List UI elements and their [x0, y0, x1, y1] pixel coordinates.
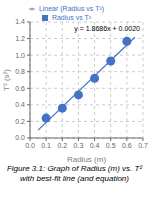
svg-text:0.3: 0.3 — [74, 142, 84, 149]
svg-text:y = 1.8686x + 0.0020: y = 1.8686x + 0.0020 — [74, 25, 140, 33]
svg-text:0.0: 0.0 — [25, 142, 35, 149]
svg-text:0.4: 0.4 — [15, 101, 25, 108]
svg-text:1.4: 1.4 — [15, 18, 25, 25]
svg-text:0.2: 0.2 — [15, 118, 25, 125]
svg-text:T² (s²): T² (s²) — [8, 69, 11, 91]
svg-text:0.6: 0.6 — [15, 85, 25, 92]
html-text:Figure 3.1: Graph of Radius (m: Figure 3.1: Graph of Radius (m) vs. T² w… — [6, 164, 143, 183]
svg-text:Radius (m): Radius (m) — [67, 155, 106, 164]
html-text:Radius vs T²: Radius vs T² — [51, 14, 92, 21]
svg-text:0.7: 0.7 — [138, 142, 141, 149]
svg-text:1.2: 1.2 — [15, 35, 25, 42]
svg-text:1.0: 1.0 — [15, 52, 25, 59]
svg-text:0.8: 0.8 — [15, 68, 25, 75]
svg-text:0.0: 0.0 — [15, 134, 25, 141]
svg-text:0.4: 0.4 — [90, 142, 100, 149]
svg-text:0.6: 0.6 — [122, 142, 132, 149]
svg-text:0.5: 0.5 — [106, 142, 116, 149]
svg-text:0.1: 0.1 — [41, 142, 51, 149]
svg-text:0.2: 0.2 — [57, 142, 67, 149]
html-text:Linear (Radius vs T²): Linear (Radius vs T²) — [38, 5, 105, 12]
